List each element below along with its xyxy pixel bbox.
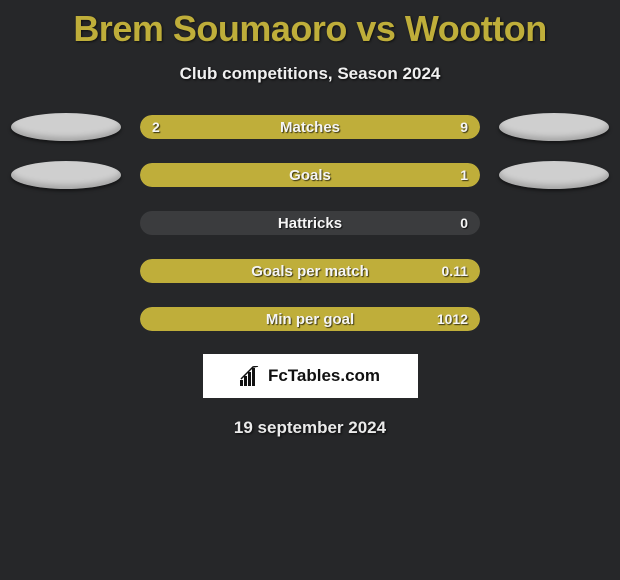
bar-value-right: 9 <box>460 115 468 139</box>
bar-value-left: 2 <box>152 115 160 139</box>
logo-text: FcTables.com <box>268 366 380 386</box>
comparison-content: Matches2 9 Goals1 Hattricks0 Goals per match… <box>0 114 620 332</box>
stat-bar: Matches2 9 <box>140 115 480 139</box>
comparison-row: Matches2 9 <box>0 114 620 140</box>
bar-label: Goals <box>140 163 480 187</box>
right-badge-slot <box>494 161 614 189</box>
left-badge-slot <box>6 161 126 189</box>
player-right-badge <box>499 161 609 189</box>
left-badge-slot <box>6 113 126 141</box>
bar-value-right: 0 <box>460 211 468 235</box>
comparison-row: Hattricks0 <box>0 210 620 236</box>
stat-bar: Goals1 <box>140 163 480 187</box>
bar-value-right: 0.11 <box>442 259 468 283</box>
bar-label: Goals per match <box>140 259 480 283</box>
page-title: Brem Soumaoro vs Wootton <box>0 0 620 50</box>
date-text: 19 september 2024 <box>0 418 620 438</box>
comparison-row: Goals1 <box>0 162 620 188</box>
bar-value-right: 1012 <box>437 307 468 331</box>
stat-bar: Min per goal1012 <box>140 307 480 331</box>
comparison-row: Goals per match0.11 <box>0 258 620 284</box>
stat-bar: Hattricks0 <box>140 211 480 235</box>
bar-label: Matches <box>140 115 480 139</box>
player-right-badge <box>499 113 609 141</box>
bar-label: Min per goal <box>140 307 480 331</box>
logo-box: FcTables.com <box>203 354 418 398</box>
right-badge-slot <box>494 113 614 141</box>
bar-label: Hattricks <box>140 211 480 235</box>
player-left-badge <box>11 113 121 141</box>
bar-value-right: 1 <box>460 163 468 187</box>
bar-chart-icon <box>240 366 262 386</box>
subtitle: Club competitions, Season 2024 <box>0 64 620 84</box>
stat-bar: Goals per match0.11 <box>140 259 480 283</box>
comparison-row: Min per goal1012 <box>0 306 620 332</box>
player-left-badge <box>11 161 121 189</box>
